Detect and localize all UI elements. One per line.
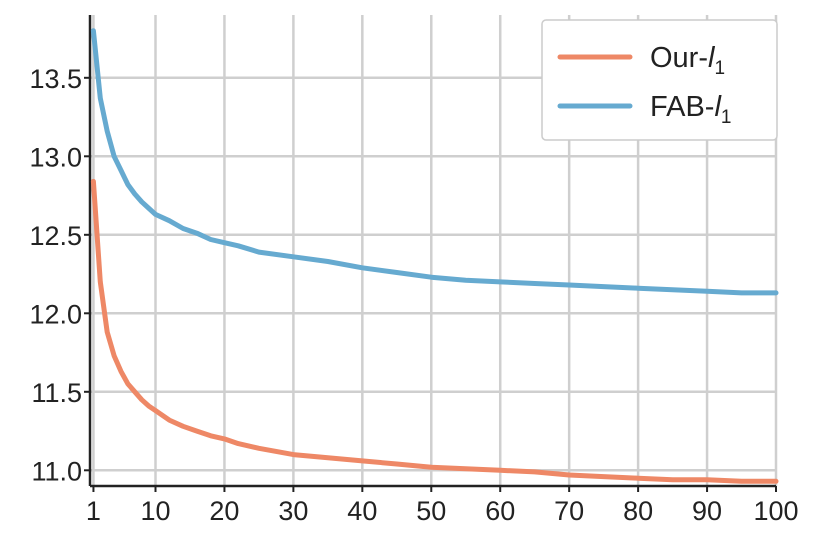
legend-label-our-l1: Our-l1	[650, 42, 725, 79]
series-line-our-l1	[90, 178, 779, 484]
legend: Our-l1 FAB-l1	[541, 19, 778, 141]
y-tick-label: 12.5	[29, 221, 82, 251]
axes: 1 10 20 30 40 50 60 70 80 90 100 11.0 11.5 12.0 12.5 13…	[29, 15, 799, 526]
x-tick-label: 10	[140, 496, 170, 526]
y-tick-label: 11.5	[31, 378, 82, 408]
x-tick-label: 70	[554, 496, 584, 526]
y-tick-label: 13.0	[29, 142, 82, 172]
x-tick-label: 20	[209, 496, 239, 526]
x-tick-label: 80	[623, 496, 653, 526]
x-tick-label: 90	[692, 496, 722, 526]
x-tick-label: 1	[86, 496, 101, 526]
legend-box	[541, 19, 778, 141]
series-line-fab-l1	[90, 28, 779, 296]
y-tick-label: 12.0	[29, 299, 82, 329]
y-tick-label: 13.5	[29, 64, 82, 94]
x-tick-label: 40	[347, 496, 377, 526]
series-lines	[90, 28, 779, 484]
x-tick-label: 60	[485, 496, 515, 526]
x-tick-label: 100	[753, 496, 798, 526]
x-tick-label: 30	[278, 496, 308, 526]
y-tick-label: 11.0	[31, 456, 82, 486]
x-tick-label: 50	[416, 496, 446, 526]
legend-label-fab-l1: FAB-l1	[650, 91, 732, 128]
